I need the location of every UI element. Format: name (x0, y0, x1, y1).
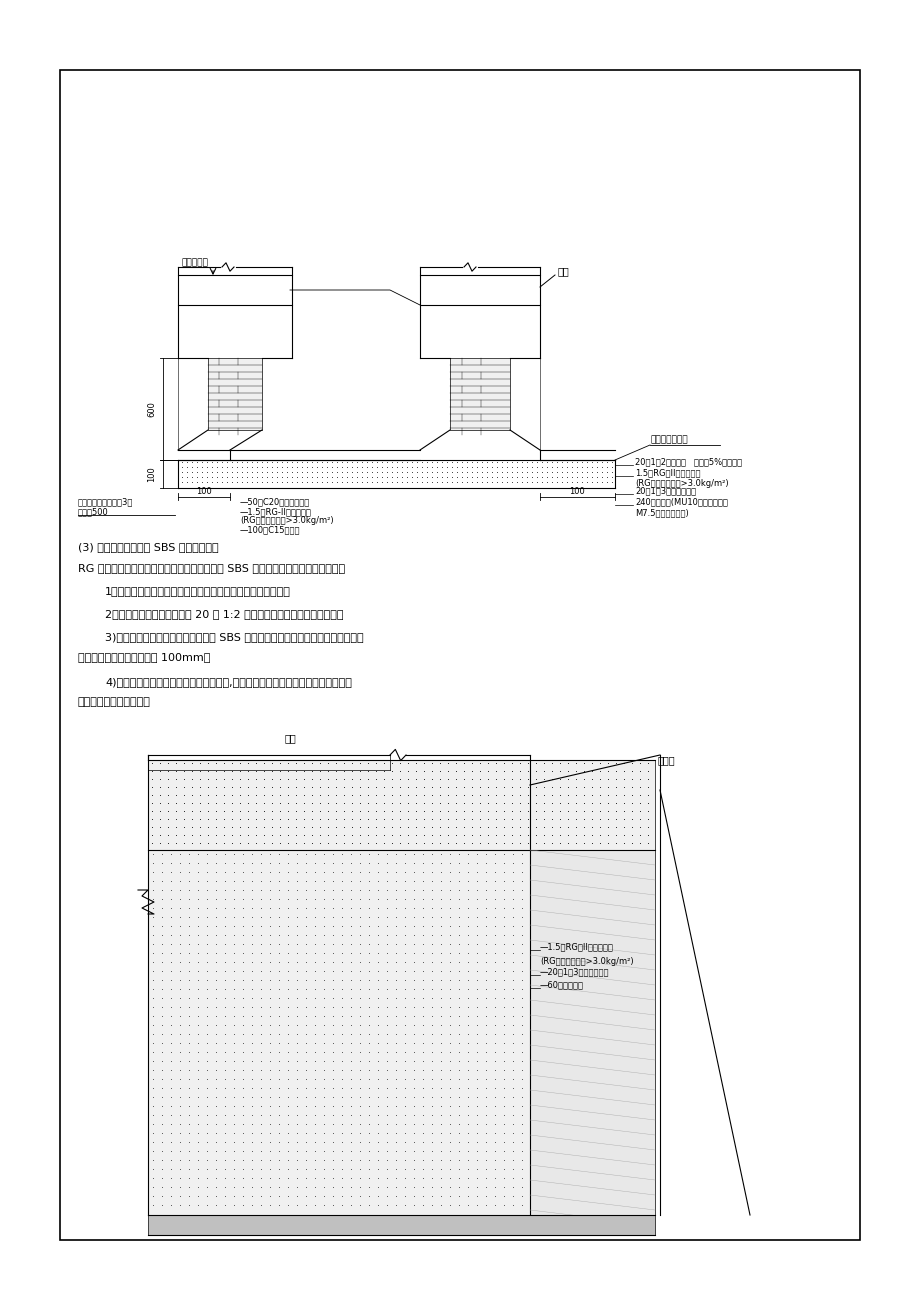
Text: —100厚C15砼垫层: —100厚C15砼垫层 (240, 526, 301, 535)
Bar (420, 275, 539, 305)
Text: 20厚1：3水泥砂浆找平: 20厚1：3水泥砂浆找平 (634, 487, 696, 496)
Text: —50厚C20细石砼保护层: —50厚C20细石砼保护层 (240, 497, 310, 506)
Text: 承台: 承台 (558, 266, 569, 276)
Text: M7.5水泥砂浆砌筑): M7.5水泥砂浆砌筑) (634, 509, 688, 517)
Text: 使卷材搭接边粘结严密；: 使卷材搭接边粘结严密； (78, 697, 151, 707)
Text: 底板: 底板 (284, 733, 296, 743)
Text: 2）基坑内挂网喷浆表面粉刷 20 厚 1:2 水泥砂浆，粉刷时确保表面平整。: 2）基坑内挂网喷浆表面粉刷 20 厚 1:2 水泥砂浆，粉刷时确保表面平整。 (105, 609, 343, 618)
Text: 1.5厚RG－II型防水涂料: 1.5厚RG－II型防水涂料 (634, 469, 699, 478)
Bar (148, 850, 529, 1215)
Bar (177, 275, 291, 305)
Bar (529, 850, 654, 1215)
Text: 1）清理作业基层，铲除异物，使其表面干净、平整、无锐物；: 1）清理作业基层，铲除异物，使其表面干净、平整、无锐物； (105, 586, 290, 596)
Text: —60厚挂网喷浆: —60厚挂网喷浆 (539, 980, 584, 990)
Text: 之间为搭接，搭接宽度均为 100mm。: 之间为搭接，搭接宽度均为 100mm。 (78, 652, 210, 661)
Text: —20厚1：3水泥砂浆找平: —20厚1：3水泥砂浆找平 (539, 967, 608, 976)
Text: 灌注桩: 灌注桩 (657, 755, 675, 766)
Text: 4)卷材铺贴前上下表面用专用胶黏剂涂抹,铺贴时边铺边用胶辊用力滚压排出空气，: 4)卷材铺贴前上下表面用专用胶黏剂涂抹,铺贴时边铺边用胶辊用力滚压排出空气， (105, 677, 351, 687)
Text: 100: 100 (147, 466, 156, 482)
Text: 20厚1：2防水砂浆   （内掺5%防水剂）: 20厚1：2防水砂浆 （内掺5%防水剂） (634, 457, 742, 466)
Text: (RG防水涂料用量>3.0kg/m²): (RG防水涂料用量>3.0kg/m²) (539, 957, 633, 966)
Bar (148, 1215, 654, 1236)
Text: 240厚砖胎模(MU10水泥标准砖，: 240厚砖胎模(MU10水泥标准砖， (634, 497, 727, 506)
Text: 100: 100 (196, 487, 211, 496)
Bar (148, 760, 654, 850)
Bar (449, 358, 509, 430)
Text: 100: 100 (569, 487, 584, 496)
Text: 宽度为500: 宽度为500 (78, 508, 108, 517)
Text: 转角处防水涂料增涂3遍: 转角处防水涂料增涂3遍 (78, 497, 133, 506)
Text: RG 防水涂料施工前外墙阴角应先铺贴双面自粘 SBS 防水卷材施工，施工工艺如下：: RG 防水涂料施工前外墙阴角应先铺贴双面自粘 SBS 防水卷材施工，施工工艺如下… (78, 562, 345, 573)
Text: 600: 600 (147, 401, 156, 417)
Text: —1.5厚RG－II型防水涂料: —1.5厚RG－II型防水涂料 (539, 943, 613, 952)
Text: 承台顶标高: 承台顶标高 (182, 259, 209, 267)
Text: 防水做法见底板: 防水做法见底板 (651, 435, 688, 444)
Text: (3) 外墙阴角双面自粘 SBS 防水卷材施工: (3) 外墙阴角双面自粘 SBS 防水卷材施工 (78, 542, 219, 552)
Text: (RG防水涂料用量>3.0kg/m²): (RG防水涂料用量>3.0kg/m²) (634, 479, 728, 488)
Text: 3)在基层上弹出卷材铺贴控制线，将 SBS 卷材对准基准线空铺于基层上，相邻卷材: 3)在基层上弹出卷材铺贴控制线，将 SBS 卷材对准基准线空铺于基层上，相邻卷材 (105, 631, 363, 642)
Text: —1.5厚RG-II型防水涂料: —1.5厚RG-II型防水涂料 (240, 508, 312, 517)
Bar (60, 70, 859, 1240)
Bar (208, 358, 262, 430)
Text: (RG防水涂料用量>3.0kg/m²): (RG防水涂料用量>3.0kg/m²) (240, 517, 334, 526)
